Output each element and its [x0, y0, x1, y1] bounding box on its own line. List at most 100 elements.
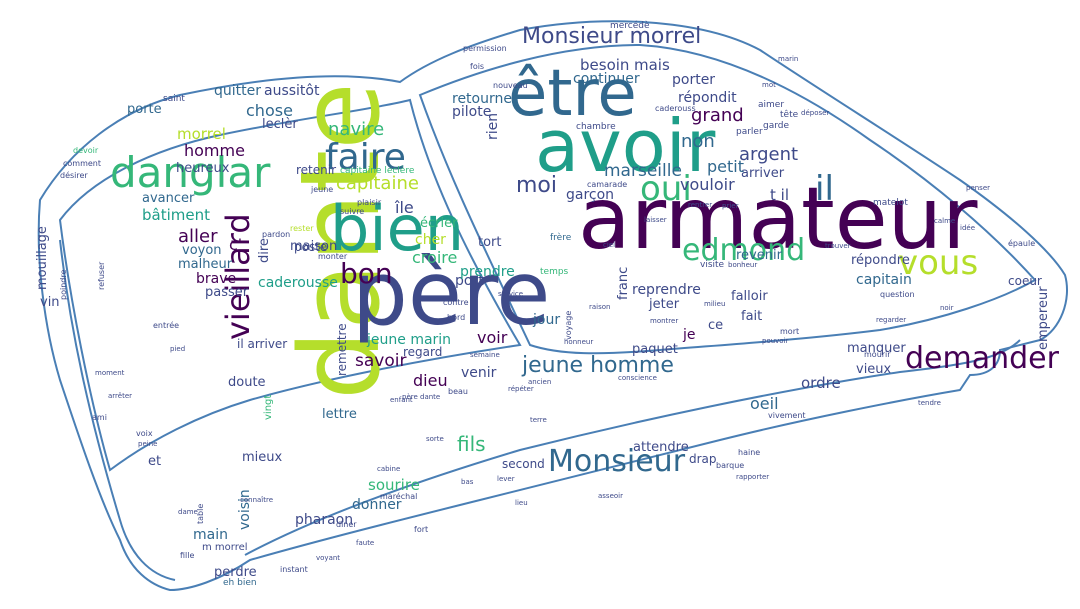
word-montrer: montrer [650, 317, 679, 325]
word-temps: temps [540, 267, 569, 277]
word-caderousse: caderousse [258, 275, 338, 291]
word-porter: porter [672, 72, 716, 88]
book-page-right [418, 43, 1037, 355]
word-capitain: capitain [856, 272, 912, 288]
word-ce: ce [708, 318, 724, 333]
word-maison: maison [290, 239, 338, 254]
word-donner: donner [352, 497, 402, 513]
word-lever: lever [497, 475, 515, 483]
word-manquer: manquer [847, 341, 906, 356]
word-tete: tête [780, 110, 799, 120]
word-peine: peine [138, 440, 158, 448]
word-passer: passer [205, 285, 249, 300]
word-oui: oui [640, 169, 692, 209]
book-page-left [58, 98, 522, 472]
word-et: et [148, 454, 162, 469]
word-raison: raison [589, 303, 611, 311]
word-contre: contre [443, 298, 469, 307]
word-capitaine: capitaine [336, 173, 419, 194]
word-aimer: aimer [758, 100, 785, 110]
word-devoir: devoir [73, 146, 99, 155]
word-aussitot: aussitôt [264, 83, 320, 99]
word-avancer: avancer [142, 191, 195, 206]
word-ciel: ciel [603, 241, 616, 249]
word-bonheur: bonheur [728, 261, 758, 269]
word-permission: permission [463, 44, 507, 53]
word-calme: calme [934, 217, 956, 225]
word-quitter: quitter [214, 83, 261, 99]
word-cabine: cabine [377, 465, 401, 473]
word-franc: franc [616, 266, 631, 300]
word-savoir: savoir [355, 351, 407, 371]
word-paquet: paquet [632, 342, 678, 357]
book-spine-curve [59, 239, 176, 581]
word-aller: aller [178, 226, 218, 247]
word-parler: parler [736, 127, 763, 137]
word-jour: jour [533, 312, 561, 328]
word-armateur: armateur [578, 169, 978, 269]
word-table: table [196, 503, 205, 524]
word-porte: porte [127, 102, 162, 117]
word-regard: regard [403, 345, 443, 359]
word-bord: bord [447, 313, 466, 322]
word-semaine: semaine [470, 351, 500, 359]
word-remettre: remettre [335, 323, 349, 376]
word-faire: faire [325, 137, 406, 178]
word-bon: bon [340, 257, 393, 290]
word-chose: chose [246, 101, 293, 120]
word-jeter: jeter [649, 297, 680, 312]
word-diner: dîner [336, 520, 357, 529]
word-faute: faute [356, 539, 375, 547]
word-beau: beau [448, 387, 468, 396]
word-barque: barque [716, 461, 745, 470]
word-perdre: perdre [214, 565, 257, 580]
word-ancien: ancien [528, 378, 552, 386]
word-malheur: malheur [178, 257, 233, 272]
word-desirer: désirer [60, 171, 88, 180]
word-vous: vous [898, 243, 979, 283]
word-milieu: milieu [704, 300, 726, 308]
word-mercede: mercédè [610, 21, 650, 31]
word-grand: grand [691, 105, 744, 126]
word-moment: moment [95, 369, 125, 377]
word-oeil: oeil [750, 394, 779, 413]
word-fort: fort [414, 525, 429, 534]
word-leclere: leclèr [262, 117, 298, 132]
word-mouillage: mouillage [35, 226, 50, 290]
word-vieux: vieux [856, 362, 892, 377]
word-frere: frère [550, 233, 572, 243]
word-monsieur-morrel: Monsieur morrel [522, 24, 702, 49]
word-caderouss: caderouss [655, 104, 696, 113]
word-ecrier: écrier [420, 216, 458, 231]
word-marechal: maréchal [380, 492, 418, 501]
word-ami: ami [92, 413, 107, 422]
word-poste: poste [294, 240, 328, 254]
word-edmond: edmond [682, 233, 806, 268]
word-connaitre: connaître [240, 496, 274, 504]
word-venir: venir [461, 365, 497, 381]
word-nouveau: nouveau [493, 81, 528, 90]
word-drap: drap [689, 452, 717, 466]
word-chambre: chambre [576, 122, 616, 132]
word-epaule: épaule [1008, 239, 1036, 248]
word-navire: navire [328, 119, 385, 140]
word-heureux: heureux [176, 161, 230, 176]
word-vivement: vivement [768, 411, 806, 420]
word-vingt: vingt [263, 394, 274, 420]
word-garcon: garçon [566, 187, 615, 203]
word-pardon: pardon [262, 230, 291, 239]
word-bien: bien [330, 192, 465, 265]
word-moi: moi [516, 173, 558, 198]
word-dame: dame [178, 508, 198, 516]
word-empereur: empereur [1036, 286, 1051, 350]
word-mort: mort [780, 327, 800, 336]
word-penser: penser [966, 184, 991, 192]
word-homme: homme [184, 141, 245, 160]
word-jeune-marin: jeune marin [367, 332, 452, 348]
word-lettre: lettre [322, 407, 357, 422]
word-mais: mais [634, 56, 670, 74]
word-rentrer: rentrer [688, 201, 713, 209]
word-voyage: voyage [564, 310, 573, 340]
word-avoir: avoir [535, 104, 716, 188]
word-bas: bas [461, 478, 474, 486]
